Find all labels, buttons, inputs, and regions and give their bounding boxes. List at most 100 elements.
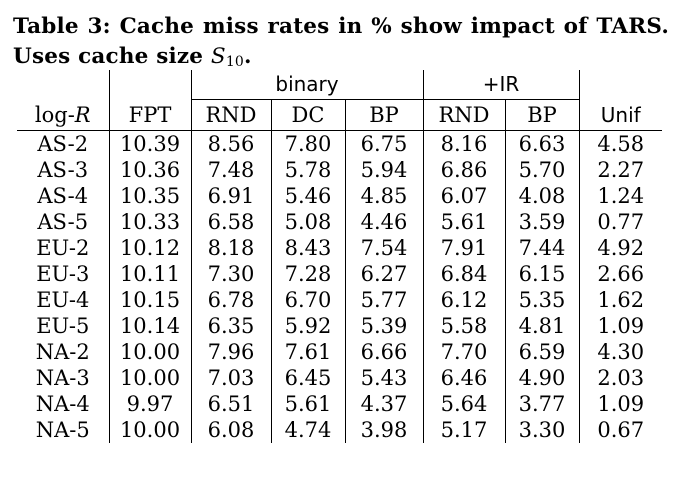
cell-binary-bp: 5.43 — [345, 365, 424, 391]
cell-binary-rnd: 6.78 — [191, 287, 272, 313]
cell-unif: 1.09 — [597, 314, 645, 338]
cell-unif: 1.24 — [597, 184, 645, 208]
cell-fpt: 9.97 — [109, 391, 192, 417]
cell-binary-rnd: 6.91 — [191, 183, 272, 209]
cell-fpt: 10.00 — [109, 417, 192, 443]
group-header-row: binary +IR — [17, 70, 662, 100]
cell-log-r: AS-5 — [17, 209, 110, 235]
table-row: AS-2 10.39 8.56 7.80 6.75 8.16 6.63 4.58 — [17, 130, 662, 157]
cell-ir-rnd: 7.91 — [423, 235, 506, 261]
cache-size-symbol: S — [210, 44, 226, 69]
cell-ir-rnd: 5.64 — [423, 391, 506, 417]
cell-ir-rnd: 6.46 — [423, 365, 506, 391]
cell-binary-bp: 5.39 — [345, 313, 424, 339]
group-header-ir: +IR — [482, 72, 520, 96]
cell-ir-rnd: 6.86 — [423, 157, 506, 183]
cell-unif: 2.27 — [597, 158, 645, 182]
cell-ir-bp: 5.70 — [505, 157, 580, 183]
cell-binary-dc: 5.08 — [271, 209, 346, 235]
cell-binary-bp: 4.46 — [345, 209, 424, 235]
table-row: NA-5 10.00 6.08 4.74 3.98 5.17 3.30 0.67 — [17, 417, 662, 443]
cell-binary-dc: 5.78 — [271, 157, 346, 183]
table-row: AS-3 10.36 7.48 5.78 5.94 6.86 5.70 2.27 — [17, 157, 662, 183]
cell-log-r: EU-2 — [17, 235, 110, 261]
cell-ir-bp: 7.44 — [505, 235, 580, 261]
caption-end: . — [244, 44, 252, 69]
cell-ir-rnd: 6.07 — [423, 183, 506, 209]
cell-binary-rnd: 6.51 — [191, 391, 272, 417]
cache-size-subscript: 10 — [225, 54, 245, 70]
cell-unif: 1.62 — [597, 288, 645, 312]
cell-ir-bp: 5.35 — [505, 287, 580, 313]
cell-binary-bp: 4.85 — [345, 183, 424, 209]
cell-log-r: AS-4 — [17, 183, 110, 209]
cell-fpt: 10.15 — [109, 287, 192, 313]
cell-unif: 0.77 — [597, 210, 645, 234]
cell-ir-rnd: 5.61 — [423, 209, 506, 235]
cell-ir-rnd: 8.16 — [423, 130, 506, 157]
cell-binary-dc: 5.92 — [271, 313, 346, 339]
column-header-binary-dc: DC — [271, 99, 346, 131]
cell-log-r: AS-2 — [17, 130, 110, 157]
group-header-binary: binary — [275, 72, 339, 96]
cell-fpt: 10.35 — [109, 183, 192, 209]
cell-fpt: 10.39 — [109, 130, 192, 157]
cell-binary-dc: 6.70 — [271, 287, 346, 313]
cell-binary-rnd: 7.30 — [191, 261, 272, 287]
cell-unif: 1.09 — [597, 392, 645, 416]
cell-ir-bp: 4.90 — [505, 365, 580, 391]
cell-fpt: 10.00 — [109, 339, 192, 365]
cell-unif: 4.58 — [597, 132, 645, 156]
cell-fpt: 10.14 — [109, 313, 192, 339]
cell-log-r: EU-3 — [17, 261, 110, 287]
cell-binary-dc: 7.61 — [271, 339, 346, 365]
cell-ir-bp: 4.08 — [505, 183, 580, 209]
cell-binary-rnd: 6.58 — [191, 209, 272, 235]
cell-fpt: 10.11 — [109, 261, 192, 287]
cell-log-r: NA-2 — [17, 339, 110, 365]
cell-binary-bp: 5.77 — [345, 287, 424, 313]
caption-label: Table 3: — [13, 14, 111, 39]
cell-binary-dc: 5.61 — [271, 391, 346, 417]
cell-log-r: NA-3 — [17, 365, 110, 391]
cell-unif: 4.92 — [597, 236, 645, 260]
cell-binary-bp: 6.75 — [345, 130, 424, 157]
column-header-binary-rnd: RND — [191, 99, 272, 131]
cell-ir-rnd: 6.84 — [423, 261, 506, 287]
cell-ir-bp: 3.59 — [505, 209, 580, 235]
cell-log-r: NA-4 — [17, 391, 110, 417]
cell-binary-rnd: 7.48 — [191, 157, 272, 183]
cell-binary-rnd: 8.56 — [191, 130, 272, 157]
cell-unif: 4.30 — [597, 340, 645, 364]
cell-binary-dc: 7.80 — [271, 130, 346, 157]
table-row: AS-5 10.33 6.58 5.08 4.46 5.61 3.59 0.77 — [17, 209, 662, 235]
cell-binary-bp: 5.94 — [345, 157, 424, 183]
cell-ir-rnd: 6.12 — [423, 287, 506, 313]
column-header-row: log-R FPT RND DC BP RND BP Unif — [17, 99, 662, 131]
cell-binary-dc: 6.45 — [271, 365, 346, 391]
table-body: AS-2 10.39 8.56 7.80 6.75 8.16 6.63 4.58 AS-3 10.… — [17, 130, 662, 443]
cell-fpt: 10.00 — [109, 365, 192, 391]
table-row: EU-3 10.11 7.30 7.28 6.27 6.84 6.15 2.66 — [17, 261, 662, 287]
cell-ir-bp: 6.59 — [505, 339, 580, 365]
cell-ir-bp: 3.77 — [505, 391, 580, 417]
table-row: EU-4 10.15 6.78 6.70 5.77 6.12 5.35 1.62 — [17, 287, 662, 313]
cell-binary-bp: 7.54 — [345, 235, 424, 261]
cell-log-r: EU-4 — [17, 287, 110, 313]
cell-unif: 0.67 — [597, 418, 645, 442]
cell-binary-bp: 6.27 — [345, 261, 424, 287]
cell-binary-bp: 4.37 — [345, 391, 424, 417]
cell-fpt: 10.33 — [109, 209, 192, 235]
cell-binary-bp: 3.98 — [345, 417, 424, 443]
table-caption: Table 3: Cache miss rates in % show impa… — [13, 12, 669, 72]
cell-log-r: NA-5 — [17, 417, 110, 443]
cell-ir-rnd: 5.58 — [423, 313, 506, 339]
cell-ir-bp: 6.15 — [505, 261, 580, 287]
table-row: NA-2 10.00 7.96 7.61 6.66 7.70 6.59 4.30 — [17, 339, 662, 365]
column-header-logr: log-R — [17, 99, 110, 131]
cell-ir-rnd: 7.70 — [423, 339, 506, 365]
cell-binary-rnd: 8.18 — [191, 235, 272, 261]
column-header-ir-rnd: RND — [423, 99, 506, 131]
table-row: EU-5 10.14 6.35 5.92 5.39 5.58 4.81 1.09 — [17, 313, 662, 339]
cell-binary-dc: 5.46 — [271, 183, 346, 209]
